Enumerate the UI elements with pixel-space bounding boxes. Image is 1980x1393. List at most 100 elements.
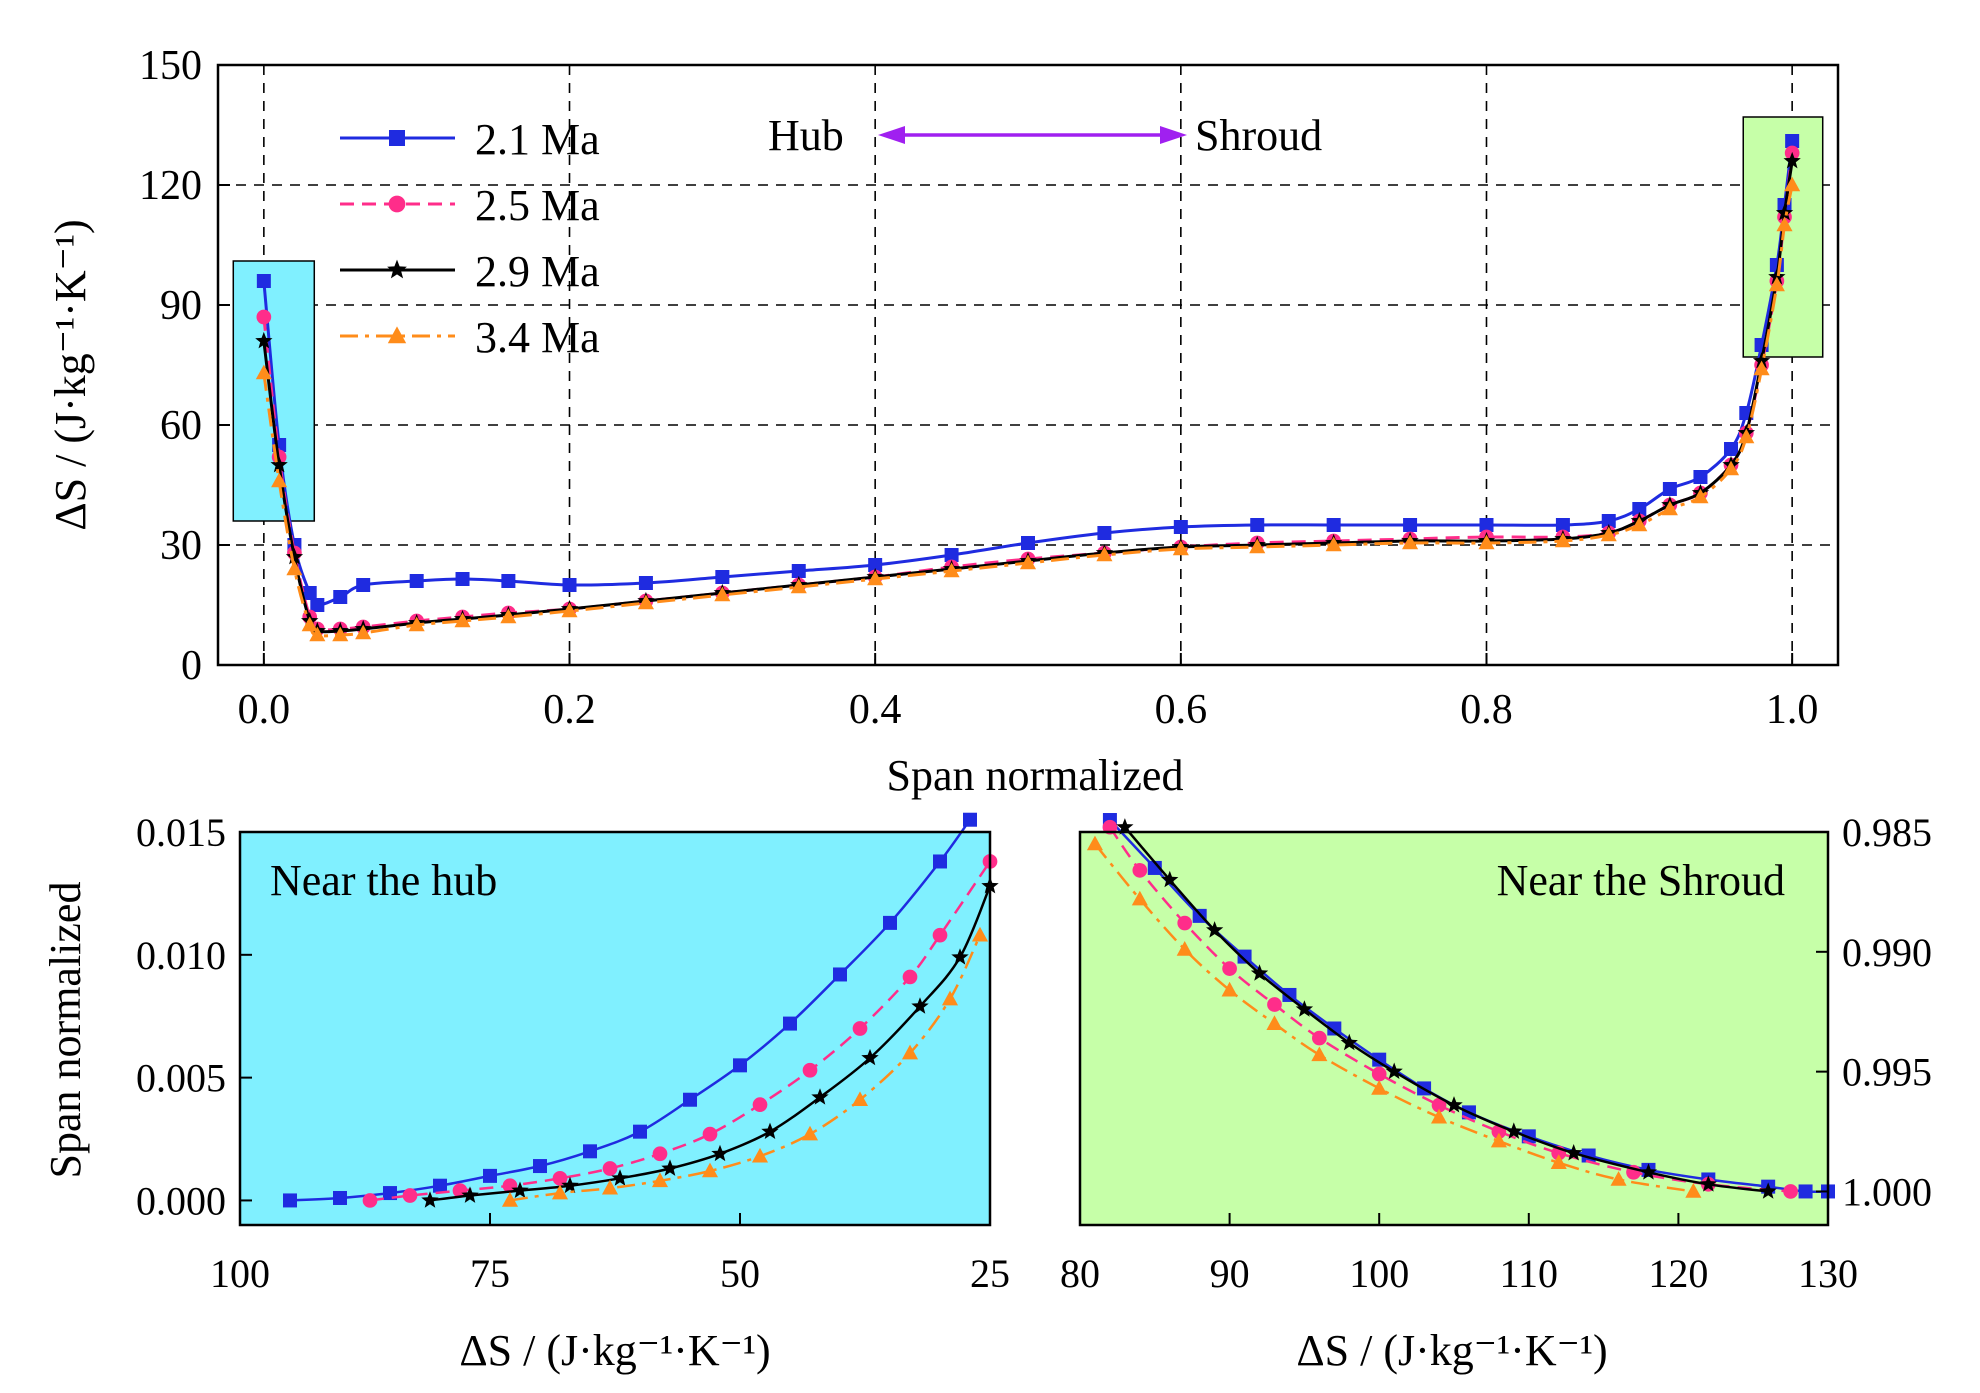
shroud-inset-data-point xyxy=(1176,941,1193,956)
hub-inset-data-point xyxy=(911,997,929,1014)
main-data-point xyxy=(1600,526,1617,542)
shroud-inset-data-point xyxy=(1445,1096,1463,1113)
shroud-inset-data-point xyxy=(1237,949,1252,964)
hub-inset-x-tick-label: 50 xyxy=(720,1251,760,1296)
main-plot-frame xyxy=(216,63,1840,667)
shroud-inset-data-point xyxy=(1385,1062,1403,1079)
hub-inset-data-point xyxy=(811,1088,829,1105)
hub-inset-data-point xyxy=(752,1097,768,1112)
hub-inset-data-point xyxy=(402,1188,418,1203)
main-data-point xyxy=(270,455,288,473)
shroud-inset-data-point xyxy=(1250,964,1269,981)
shroud-inset-y-tick-label: 0.985 xyxy=(1842,810,1932,855)
main-data-point xyxy=(408,616,425,632)
hub-inset-data-point xyxy=(651,1172,669,1188)
hub-inset-data-point xyxy=(701,1162,719,1178)
hub-inset-data-point xyxy=(883,915,897,930)
main-data-point xyxy=(256,274,271,288)
shroud-inset-x-tick-label: 80 xyxy=(1060,1251,1100,1296)
main-data-point xyxy=(309,626,326,642)
legend-marker-icon xyxy=(387,326,407,344)
main-data-point xyxy=(791,564,806,578)
hub-inset-data-point xyxy=(561,1176,579,1194)
main-data-point xyxy=(1775,203,1794,221)
main-data-point xyxy=(1785,134,1800,148)
main-data-point xyxy=(1632,502,1647,516)
hub-inset-data-point xyxy=(861,1048,879,1066)
shroud-inset-data-point xyxy=(1372,1052,1387,1067)
main-series-2-1-Ma xyxy=(256,134,1800,612)
main-data-point xyxy=(454,612,471,628)
hub-inset-y-tick-label: 0.010 xyxy=(136,933,226,978)
main-y-axis-label: ΔS / (J·kg⁻¹·K⁻¹) xyxy=(46,219,95,530)
main-data-point xyxy=(409,574,424,588)
hub-inset-data-point xyxy=(633,1124,647,1139)
hub-inset-title: Near the hub xyxy=(270,856,497,905)
main-data-point xyxy=(1768,276,1785,292)
shroud-annotation-label: Shroud xyxy=(1195,111,1322,160)
hub-inset-data-point xyxy=(733,1058,747,1073)
shroud-inset-y-tick-label: 0.990 xyxy=(1842,930,1932,975)
main-data-point xyxy=(1021,536,1035,550)
main-data-point xyxy=(255,331,273,349)
shroud-inset-title: Near the Shroud xyxy=(1497,856,1785,905)
main-data-point xyxy=(1662,482,1677,496)
main-series xyxy=(255,134,1801,642)
legend-label: 2.9 Ma xyxy=(475,247,600,296)
main-data-point xyxy=(790,578,807,594)
shroud-inset-y-tick-label: 0.995 xyxy=(1842,1050,1932,1095)
hub-inset-y-tick-label: 0.000 xyxy=(136,1178,226,1223)
main-x-axis-label: Span normalized xyxy=(887,751,1184,800)
main-data-point xyxy=(332,626,349,642)
shroud-inset-data-point xyxy=(1610,1171,1627,1186)
main-data-point xyxy=(1692,488,1709,504)
hub-inset-data-point xyxy=(501,1192,519,1207)
hub-inset-data-point xyxy=(483,1168,497,1183)
hub-inset-data-point xyxy=(552,1170,568,1186)
main-data-point xyxy=(943,562,960,578)
hub-inset-chart: 100 75 50 25 0.000 0.005 0.010 0.015 Near the … xyxy=(41,810,1010,1375)
hub-inset-data-point xyxy=(362,1193,378,1208)
main-data-point xyxy=(356,578,371,592)
shroud-inset-chart: 80 90 100 110 120 130 0.985 0.990 0.995 1.000 Ne… xyxy=(1060,810,1932,1375)
shroud-inset-data-point xyxy=(1131,890,1148,906)
hub-arrow-head-icon xyxy=(878,126,905,144)
main-legend: 2.1 Ma 2.5 Ma 2.9 Ma 3.4 Ma xyxy=(340,115,600,362)
hub-inset-data-point xyxy=(461,1186,479,1203)
shroud-inset-data-point xyxy=(1132,862,1148,878)
main-data-point xyxy=(1768,267,1786,285)
main-data-point xyxy=(1738,428,1755,444)
shroud-inset-x-axis-label: ΔS / (J·kg⁻¹·K⁻¹) xyxy=(1296,1326,1607,1375)
hub-inset-data-point xyxy=(833,967,847,982)
hub-inset-data-point xyxy=(702,1126,718,1142)
hub-inset-data-point xyxy=(932,927,948,943)
hub-inset-y-tick-label: 0.005 xyxy=(136,1056,226,1101)
hub-inset-data-point xyxy=(583,1144,597,1159)
shroud-inset-data-point xyxy=(1505,1122,1523,1139)
shroud-inset-y-ticks: 0.985 0.990 0.995 1.000 xyxy=(1816,810,1932,1214)
main-x-tick-label: 0.4 xyxy=(849,687,902,733)
main-data-point xyxy=(562,578,577,592)
hub-inset-data-point xyxy=(601,1179,619,1195)
shroud-inset-data-point xyxy=(1311,1046,1328,1062)
main-y-tick-label: 120 xyxy=(139,163,202,209)
hub-inset-series xyxy=(283,812,999,1208)
main-data-point xyxy=(1554,532,1571,548)
main-data-point xyxy=(1325,536,1342,552)
main-data-point xyxy=(1722,460,1740,476)
hub-inset-data-point xyxy=(761,1122,779,1139)
main-x-tick-label: 0.0 xyxy=(238,687,291,733)
shroud-inset-data-point xyxy=(1266,1015,1283,1031)
main-x-tick-label: 0.8 xyxy=(1460,687,1513,733)
shroud-inset-x-tick-label: 110 xyxy=(1500,1251,1559,1296)
main-data-point xyxy=(256,309,272,325)
legend-label: 2.5 Ma xyxy=(475,181,600,230)
main-data-point xyxy=(1601,514,1616,528)
shroud-inset-data-point xyxy=(1798,1184,1813,1199)
main-data-point xyxy=(1479,518,1494,532)
hub-inset-data-point xyxy=(611,1169,629,1186)
main-series-3-4-Ma xyxy=(255,176,1801,642)
main-data-point xyxy=(1752,351,1771,369)
hub-inset-data-point xyxy=(661,1159,679,1176)
shroud-inset-data-point xyxy=(1295,1000,1314,1017)
